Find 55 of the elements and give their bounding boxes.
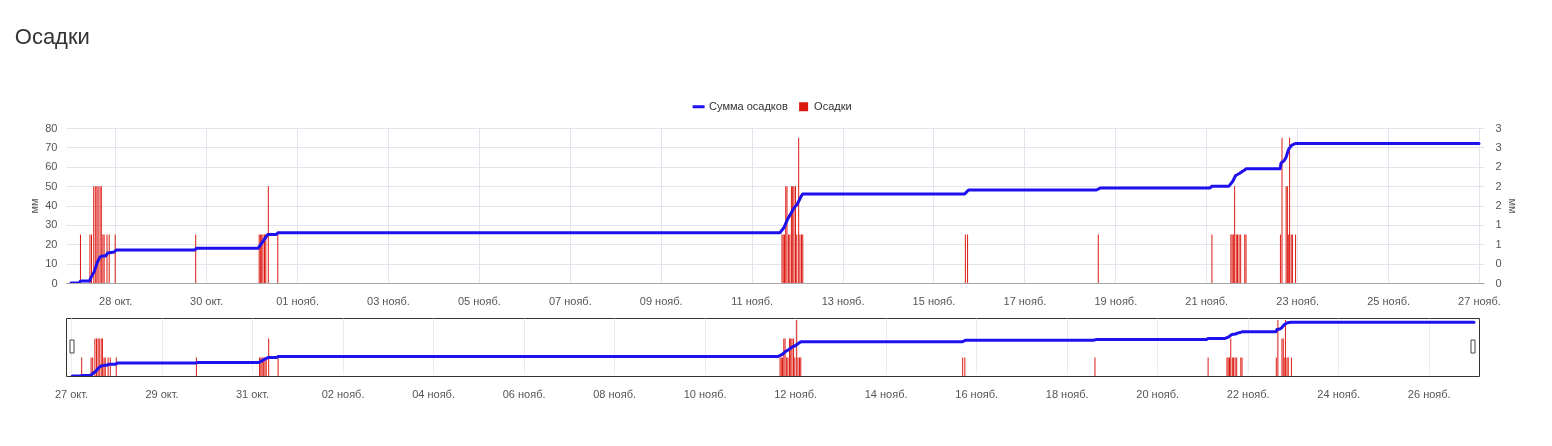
x-tick-label: 14 нояб. — [864, 387, 908, 400]
y-axis-title: мм — [28, 198, 41, 214]
x-tick-label: 31 окт. — [235, 387, 270, 400]
x-tick-label: 27 окт. — [54, 387, 89, 400]
chart-title: Осадки — [14, 24, 90, 49]
x-tick-label: 07 нояб. — [548, 294, 592, 307]
legend-label: Сумма осадков — [709, 99, 788, 112]
x-tick-label: 16 нояб. — [955, 387, 999, 400]
x-tick-label: 13 нояб. — [821, 294, 865, 307]
x-tick-label: 28 окт. — [99, 294, 133, 307]
y-tick-label: 50 — [45, 179, 58, 192]
y2-tick-label: 1 — [1495, 237, 1502, 250]
x-tick-label: 01 нояб. — [276, 294, 319, 307]
x-tick-label: 27 нояб. — [1458, 294, 1501, 307]
x-tick-label: 18 нояб. — [1045, 387, 1089, 400]
x-tick-label: 23 нояб. — [1276, 294, 1320, 307]
y-tick-label: 80 — [45, 121, 58, 134]
x-tick-label: 19 нояб. — [1094, 294, 1138, 307]
x-tick-label: 15 нояб. — [912, 294, 956, 307]
y2-tick-label: 1 — [1495, 218, 1502, 231]
x-tick-label: 09 нояб. — [639, 294, 683, 307]
y2-tick-label: 3 — [1495, 121, 1502, 134]
y-tick-label: 70 — [45, 140, 58, 153]
y2-tick-label: 3 — [1495, 140, 1502, 153]
x-tick-label: 06 нояб. — [502, 387, 546, 400]
x-tick-label: 05 нояб. — [457, 294, 501, 307]
y2-tick-label: 0 — [1495, 276, 1502, 289]
x-tick-label: 30 окт. — [190, 294, 224, 307]
y-tick-label: 30 — [45, 218, 58, 231]
x-tick-label: 29 окт. — [145, 387, 179, 400]
x-tick-label: 12 нояб. — [774, 387, 818, 400]
x-tick-label: 04 нояб. — [412, 387, 455, 400]
y2-tick-label: 2 — [1495, 179, 1502, 192]
x-tick-label: 21 нояб. — [1185, 294, 1229, 307]
y2-tick-label: 0 — [1495, 257, 1502, 270]
x-tick-label: 26 нояб. — [1407, 387, 1451, 400]
x-tick-label: 10 нояб. — [683, 387, 727, 400]
y2-tick-label: 2 — [1495, 160, 1502, 173]
x-tick-label: 03 нояб. — [367, 294, 410, 307]
y-tick-label: 60 — [45, 160, 58, 173]
x-tick-label: 11 нояб. — [731, 294, 774, 307]
x-tick-label: 17 нояб. — [1003, 294, 1047, 307]
legend-label: Осадки — [814, 99, 852, 112]
y-tick-label: 10 — [45, 257, 58, 270]
x-tick-label: 24 нояб. — [1317, 387, 1361, 400]
y2-axis-title: мм — [1506, 198, 1519, 214]
x-tick-label: 02 нояб. — [321, 387, 365, 400]
y-tick-label: 20 — [45, 237, 58, 250]
y-tick-label: 40 — [45, 199, 58, 211]
x-tick-label: 25 нояб. — [1367, 294, 1410, 307]
x-tick-label: 20 нояб. — [1136, 387, 1180, 400]
x-tick-label: 22 нояб. — [1226, 387, 1270, 400]
x-tick-label: 08 нояб. — [593, 387, 636, 400]
y2-tick-label: 2 — [1495, 199, 1502, 211]
y-tick-label: 0 — [51, 276, 58, 289]
